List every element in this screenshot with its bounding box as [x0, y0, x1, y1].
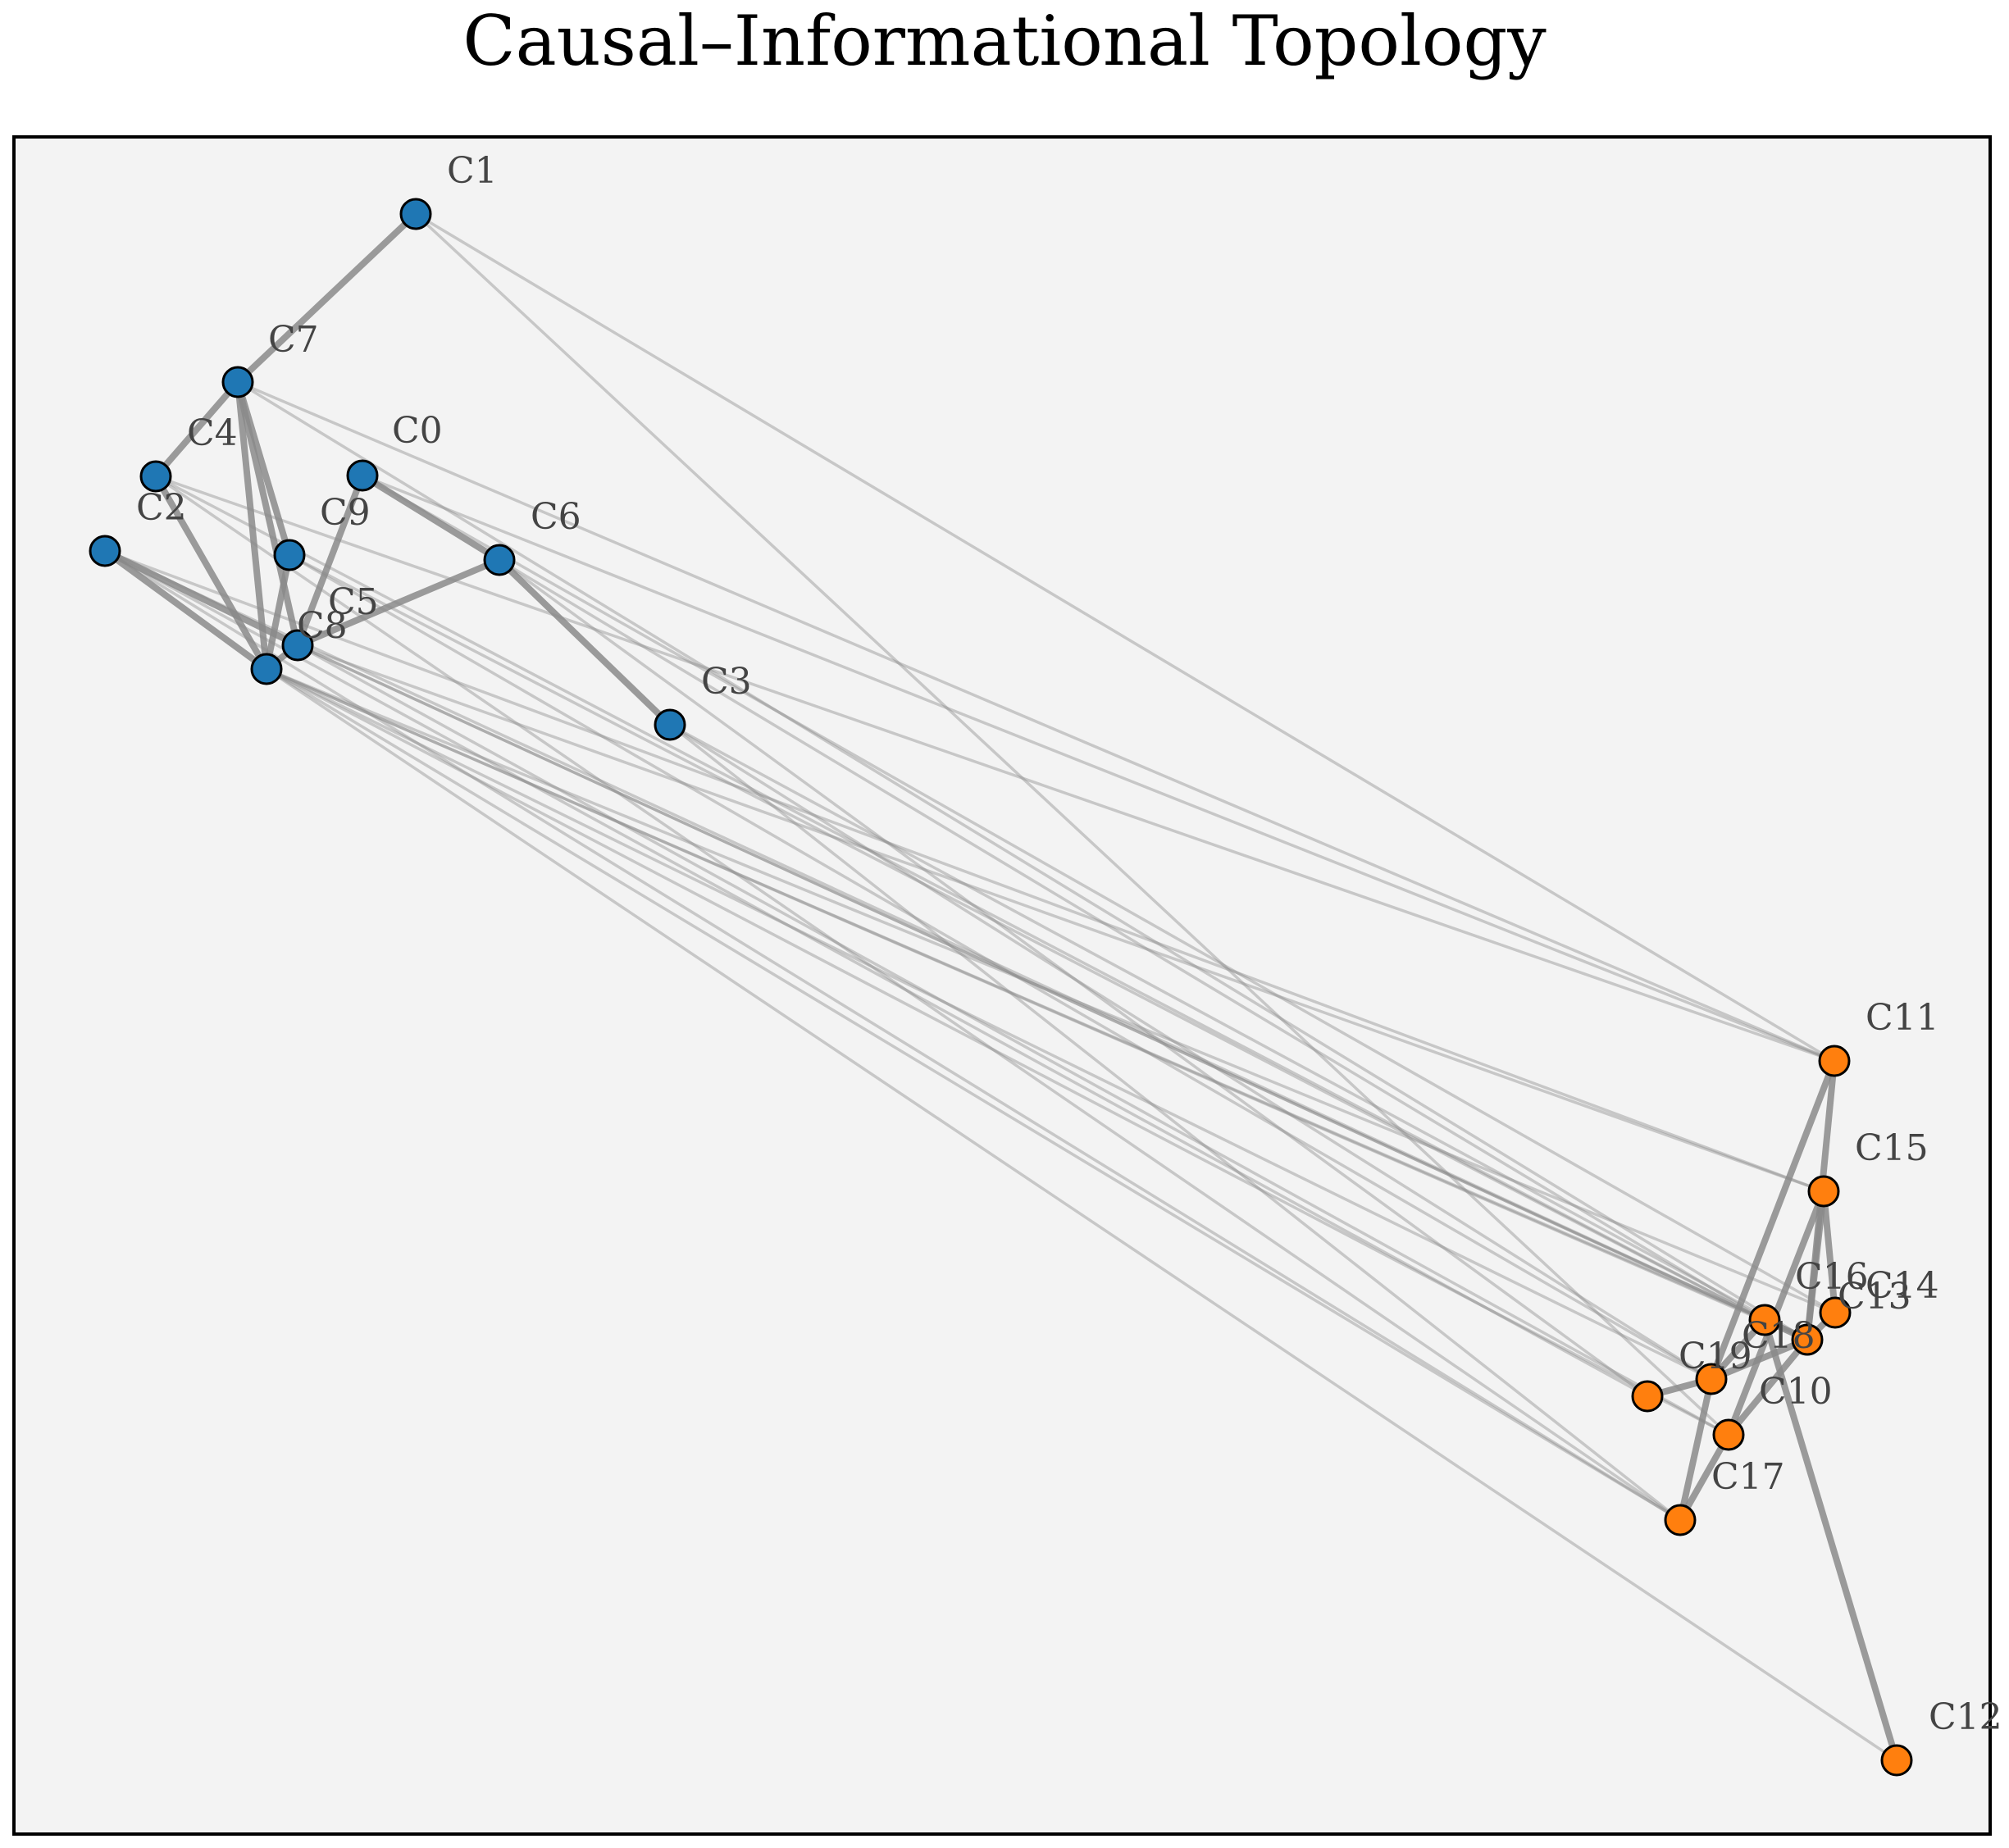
edge-c7-c8	[235, 379, 270, 672]
plot-area	[12, 135, 1992, 1836]
edge-c8-c16	[265, 667, 1766, 1322]
edge-c3-c17	[668, 723, 1682, 1522]
edge-c8-c18	[265, 667, 1713, 1381]
node-label-c6: C6	[531, 496, 581, 538]
node-c1[interactable]	[399, 198, 432, 230]
edge-c7-c13	[236, 380, 1809, 1341]
node-c4[interactable]	[139, 460, 172, 493]
edge-c10-c13	[1725, 1336, 1811, 1438]
node-c15[interactable]	[1807, 1175, 1840, 1208]
edge-c3-c13	[668, 723, 1809, 1341]
edge-c4-c8	[153, 473, 270, 672]
node-c7[interactable]	[221, 366, 254, 398]
edge-c2-c15	[103, 549, 1825, 1193]
edge-c4-c16	[154, 475, 1766, 1322]
edges-layer	[102, 211, 1900, 1764]
edge-c2-c17	[103, 549, 1682, 1522]
edge-c16-c12	[1761, 1317, 1900, 1764]
edge-c15-c14	[1820, 1188, 1838, 1316]
node-label-c12: C12	[1929, 1696, 2002, 1738]
node-label-c14: C14	[1866, 1265, 1939, 1307]
edge-c3-c18	[668, 723, 1713, 1381]
edge-c5-c10	[296, 644, 1730, 1436]
node-c17[interactable]	[1664, 1504, 1697, 1536]
node-c3[interactable]	[654, 708, 686, 741]
node-c2[interactable]	[89, 535, 121, 567]
node-label-c16: C16	[1795, 1256, 1869, 1298]
edge-c0-c6	[359, 472, 503, 563]
node-c6[interactable]	[483, 544, 516, 576]
edge-c5-c15	[296, 644, 1825, 1193]
node-c8[interactable]	[250, 653, 283, 685]
node-label-c4: C4	[187, 412, 238, 454]
edge-c4-c17	[154, 475, 1682, 1522]
edge-c7-c5	[235, 379, 301, 649]
edge-c18-c13	[1708, 1336, 1811, 1382]
node-c19[interactable]	[1631, 1380, 1664, 1413]
edge-c0-c14	[361, 474, 1837, 1314]
node-label-c15: C15	[1855, 1127, 1929, 1169]
edge-c6-c5	[294, 557, 503, 649]
edge-c10-c17	[1677, 1432, 1732, 1523]
node-c16[interactable]	[1748, 1304, 1781, 1336]
node-label-c17: C17	[1711, 1456, 1785, 1498]
node-label-c19: C19	[1679, 1336, 1752, 1377]
node-label-c2: C2	[136, 487, 187, 529]
node-label-c5: C5	[328, 581, 379, 623]
edge-c11-c18	[1708, 1058, 1838, 1382]
node-label-c11: C11	[1866, 997, 1939, 1039]
edge-c8-c12	[265, 667, 1898, 1762]
node-c10[interactable]	[1712, 1418, 1745, 1451]
edge-c9-c16	[288, 553, 1766, 1322]
edge-c1-c10	[414, 212, 1730, 1436]
edge-c9-c8	[263, 552, 293, 672]
node-label-c1: C1	[447, 150, 498, 192]
edge-c6-c16	[498, 558, 1766, 1322]
edge-c7-c4	[153, 379, 241, 480]
edge-c1-c11	[414, 212, 1836, 1063]
nodes-layer	[89, 198, 1913, 1777]
node-c18[interactable]	[1695, 1363, 1728, 1395]
node-label-c18: C18	[1742, 1315, 1815, 1357]
edge-c2-c8	[102, 548, 270, 672]
edge-c6-c19	[498, 558, 1649, 1398]
node-label-c0: C0	[392, 410, 443, 452]
node-c0[interactable]	[346, 459, 379, 492]
edge-c4-c11	[154, 475, 1836, 1063]
node-c12[interactable]	[1880, 1744, 1913, 1777]
edge-c0-c5	[294, 472, 366, 649]
node-label-c8: C8	[297, 605, 348, 647]
edge-c5-c16	[296, 644, 1766, 1322]
edge-c8-c17	[265, 667, 1682, 1522]
edge-c8-c13	[265, 667, 1809, 1341]
node-label-c13: C13	[1838, 1276, 1911, 1318]
edge-c6-c3	[496, 557, 673, 728]
node-label-c10: C10	[1759, 1371, 1833, 1413]
node-c9[interactable]	[273, 539, 306, 571]
edge-c18-c17	[1677, 1376, 1715, 1523]
diagram-title: Causal–Informational Topology	[462, 1, 1547, 81]
edge-c9-c18	[288, 553, 1713, 1381]
node-label-c3: C3	[701, 661, 752, 703]
node-label-c7: C7	[268, 319, 319, 361]
node-c13[interactable]	[1791, 1323, 1824, 1356]
edge-c8-c10	[265, 667, 1730, 1436]
edge-c2-c5	[102, 548, 301, 649]
edge-c1-c7	[235, 211, 419, 385]
edge-c8-c14	[265, 667, 1837, 1314]
edge-c15-c13	[1804, 1188, 1827, 1343]
node-c11[interactable]	[1818, 1045, 1851, 1077]
node-label-c9: C9	[320, 492, 371, 534]
edge-c0-c11	[361, 474, 1836, 1063]
edge-c5-c13	[296, 644, 1809, 1341]
node-c14[interactable]	[1819, 1296, 1852, 1329]
edge-c7-c11	[236, 380, 1836, 1063]
node-c5[interactable]	[281, 629, 314, 662]
edge-c2-c19	[103, 549, 1649, 1398]
edge-c2-c13	[103, 549, 1809, 1341]
